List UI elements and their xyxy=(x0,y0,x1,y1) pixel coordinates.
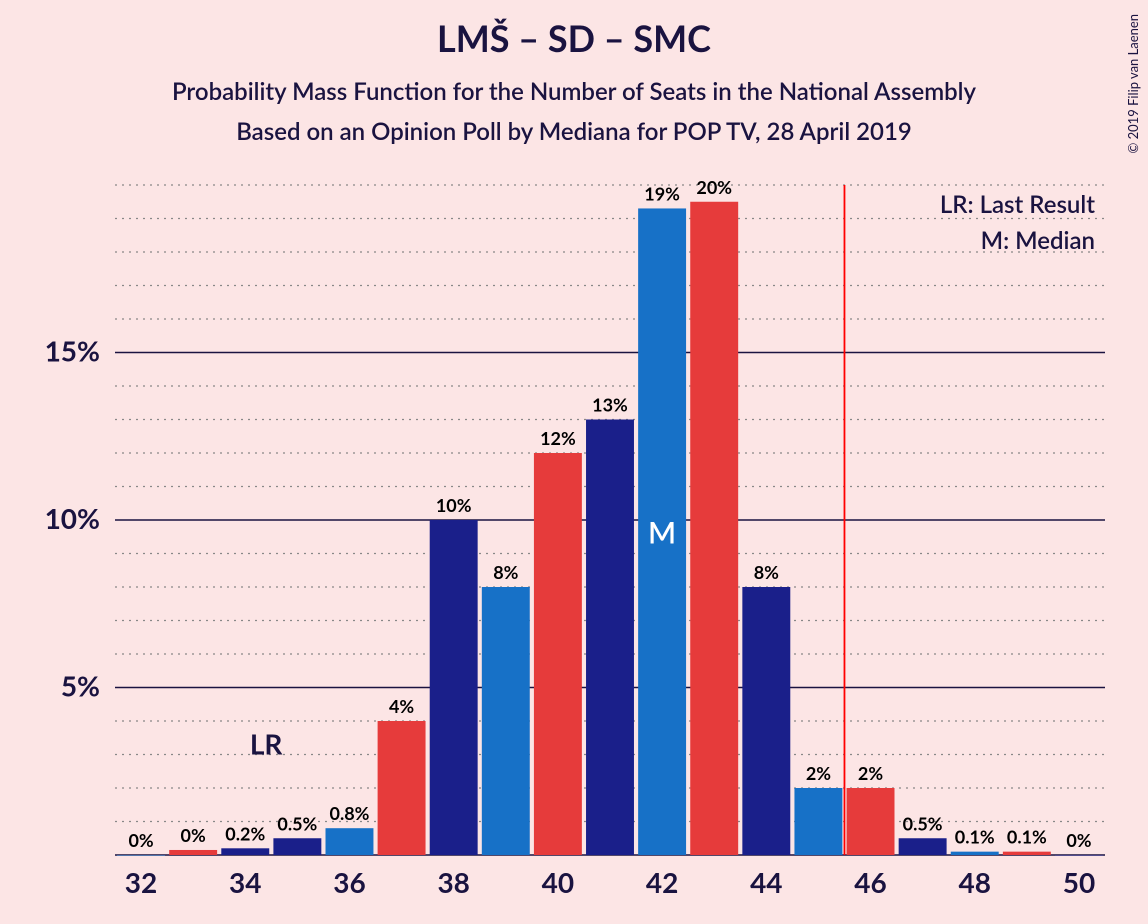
bar-value-label: 2% xyxy=(858,762,883,784)
bar xyxy=(1055,855,1103,856)
bar xyxy=(690,202,738,855)
bar xyxy=(899,838,947,855)
bar-value-label: 0.5% xyxy=(903,812,943,834)
copyright-text: © 2019 Filip van Laenen xyxy=(1125,14,1141,154)
lr-annotation: LR xyxy=(250,727,284,761)
bar-value-label: 0.1% xyxy=(955,826,995,848)
chart-svg: LMŠ – SD – SMC Probability Mass Function … xyxy=(0,0,1148,924)
bar xyxy=(951,852,999,855)
bar xyxy=(1003,852,1051,855)
x-axis-label: 46 xyxy=(854,865,886,899)
y-axis-label: 5% xyxy=(61,669,100,703)
bar xyxy=(430,520,478,855)
y-axis-label: 15% xyxy=(45,334,100,368)
bar xyxy=(169,850,217,855)
bar-value-label: 8% xyxy=(493,561,518,583)
bar xyxy=(534,453,582,855)
bar-value-label: 0% xyxy=(128,829,153,851)
x-axis-label: 34 xyxy=(229,865,261,899)
bar xyxy=(378,721,426,855)
bar xyxy=(482,587,530,855)
bar-value-label: 0.5% xyxy=(277,812,317,834)
bar-value-label: 4% xyxy=(389,695,414,717)
chart-container: { "title": "LMŠ – SD – SMC", "subtitle1"… xyxy=(0,0,1148,924)
bar-value-label: 10% xyxy=(436,494,472,516)
bar xyxy=(794,788,842,855)
bar-value-label: 12% xyxy=(540,427,576,449)
bar-value-label: 0% xyxy=(181,824,206,846)
bar-value-label: 20% xyxy=(696,176,732,198)
bar xyxy=(117,855,165,856)
bar xyxy=(326,828,374,855)
bar-value-label: 0% xyxy=(1066,829,1091,851)
bar-value-label: 13% xyxy=(592,394,628,416)
bar xyxy=(221,848,269,855)
x-axis-label: 48 xyxy=(958,865,990,899)
x-axis-label: 36 xyxy=(333,865,365,899)
chart-subtitle-1: Probability Mass Function for the Number… xyxy=(172,77,977,106)
x-axis-label: 50 xyxy=(1063,865,1095,899)
bar xyxy=(742,587,790,855)
x-axis-label: 42 xyxy=(646,865,678,899)
y-axis-label: 10% xyxy=(45,501,100,535)
bar-value-label: 0.2% xyxy=(225,822,265,844)
x-axis-label: 38 xyxy=(437,865,469,899)
chart-title: LMŠ – SD – SMC xyxy=(437,16,711,60)
bar xyxy=(273,838,321,855)
x-axis-label: 32 xyxy=(125,865,157,899)
median-marker: M xyxy=(648,515,676,551)
bar xyxy=(847,788,895,855)
bar-value-label: 0.1% xyxy=(1007,826,1047,848)
bar-value-label: 8% xyxy=(754,561,779,583)
bar xyxy=(586,420,634,856)
bar-value-label: 0.8% xyxy=(330,802,370,824)
legend-lr: LR: Last Result xyxy=(940,190,1095,219)
legend-m: M: Median xyxy=(981,226,1095,255)
bar-value-label: 19% xyxy=(644,182,680,204)
bar-value-label: 2% xyxy=(806,762,831,784)
x-axis-label: 44 xyxy=(750,865,782,899)
chart-subtitle-2: Based on an Opinion Poll by Mediana for … xyxy=(236,117,912,146)
x-axis-label: 40 xyxy=(542,865,574,899)
